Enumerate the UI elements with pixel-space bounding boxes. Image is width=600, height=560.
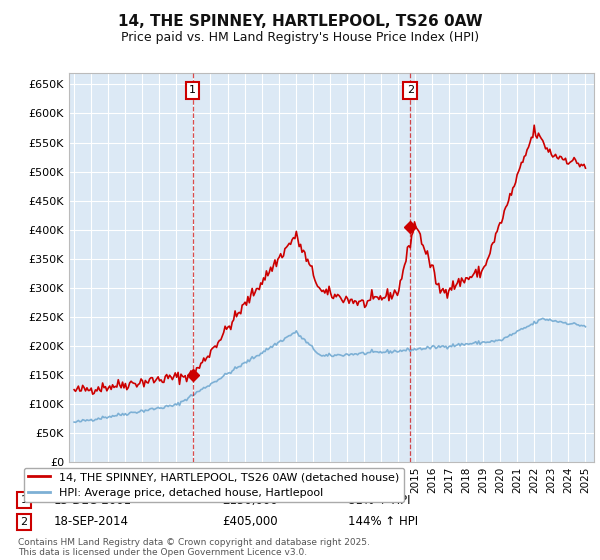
Legend: 14, THE SPINNEY, HARTLEPOOL, TS26 0AW (detached house), HPI: Average price, deta: 14, THE SPINNEY, HARTLEPOOL, TS26 0AW (d… <box>23 468 404 502</box>
Text: 1: 1 <box>189 85 196 95</box>
Text: Price paid vs. HM Land Registry's House Price Index (HPI): Price paid vs. HM Land Registry's House … <box>121 31 479 44</box>
Text: 81% ↑ HPI: 81% ↑ HPI <box>348 493 410 507</box>
Text: 14, THE SPINNEY, HARTLEPOOL, TS26 0AW: 14, THE SPINNEY, HARTLEPOOL, TS26 0AW <box>118 14 482 29</box>
Text: 2: 2 <box>20 517 28 527</box>
Text: 18-SEP-2014: 18-SEP-2014 <box>54 515 129 529</box>
Text: Contains HM Land Registry data © Crown copyright and database right 2025.
This d: Contains HM Land Registry data © Crown c… <box>18 538 370 557</box>
Text: 13-DEC-2001: 13-DEC-2001 <box>54 493 132 507</box>
Text: £150,000: £150,000 <box>222 493 278 507</box>
Text: £405,000: £405,000 <box>222 515 278 529</box>
Text: 144% ↑ HPI: 144% ↑ HPI <box>348 515 418 529</box>
Text: 1: 1 <box>20 495 28 505</box>
Text: 2: 2 <box>407 85 414 95</box>
